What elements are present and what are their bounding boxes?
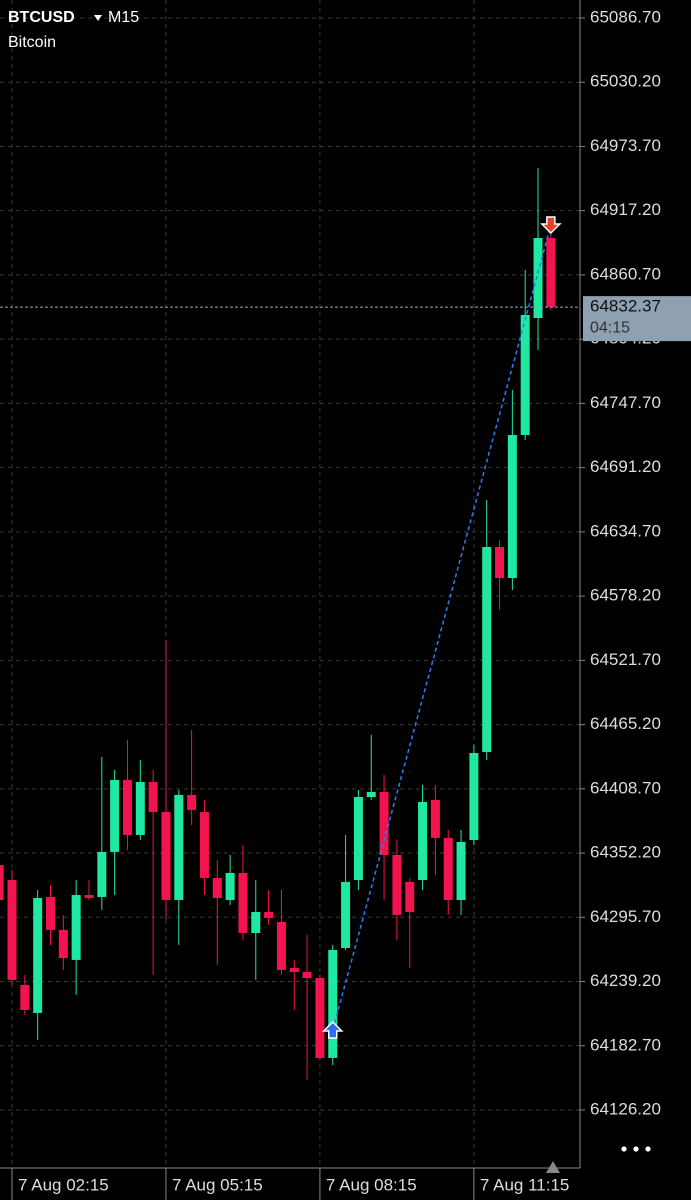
x-tick-label: 7 Aug 02:15 (18, 1175, 109, 1194)
candle-body (456, 841, 466, 901)
candle-body (264, 911, 274, 918)
y-tick-label: 64860.70 (590, 264, 661, 283)
candle-body (315, 978, 325, 1058)
candle-body (33, 897, 43, 1013)
candle-body (341, 881, 351, 948)
y-tick-label: 64126.20 (590, 1099, 661, 1118)
candle-body (418, 802, 428, 881)
candle-body (84, 895, 94, 898)
x-tick-label: 7 Aug 11:15 (480, 1175, 570, 1194)
y-tick-label: 64747.70 (590, 393, 661, 412)
candle-body (366, 792, 376, 798)
candle-body (482, 546, 492, 752)
candle-body (405, 881, 415, 912)
candle-body (174, 794, 184, 901)
y-tick-label: 64239.20 (590, 971, 661, 990)
candle-body (495, 546, 505, 579)
candle-body (225, 872, 235, 901)
candle-body (533, 237, 543, 319)
y-tick-label: 65030.20 (590, 72, 661, 91)
candle-body (289, 967, 299, 972)
candle-body (58, 929, 68, 959)
scroll-marker[interactable] (546, 1161, 560, 1173)
y-tick-label: 64295.70 (590, 907, 661, 926)
candle-body (97, 851, 107, 897)
candle-body (392, 854, 402, 915)
y-tick-label: 65086.70 (590, 7, 661, 26)
y-tick-label: 64634.70 (590, 521, 661, 540)
menu-dot (645, 1146, 651, 1152)
candle-body (0, 864, 4, 901)
countdown-label: 04:15 (590, 319, 630, 336)
x-tick-label: 7 Aug 08:15 (326, 1175, 417, 1194)
candle-body (199, 812, 209, 878)
candles (0, 168, 562, 1080)
y-tick-label: 64973.70 (590, 136, 661, 155)
y-tick-label: 64408.70 (590, 778, 661, 797)
candle-body (302, 971, 312, 979)
candle-body (187, 794, 197, 810)
candle-body (430, 799, 440, 838)
symbol-dropdown-icon[interactable] (94, 15, 102, 21)
candle-body (443, 837, 453, 901)
y-tick-label: 64465.20 (590, 714, 661, 733)
y-tick-label: 64691.20 (590, 457, 661, 476)
candle-body (45, 896, 55, 930)
y-tick-label: 64352.20 (590, 843, 661, 862)
candle-body (135, 782, 145, 835)
menu-dot (633, 1146, 639, 1152)
candle-body (328, 949, 338, 1058)
candle-body (251, 911, 261, 933)
candle-body (20, 984, 30, 1010)
y-tick-label: 64917.20 (590, 200, 661, 219)
y-tick-label: 64182.70 (590, 1035, 661, 1054)
candle-body (161, 812, 171, 901)
last-price-box (583, 296, 691, 342)
y-tick-label: 64578.20 (590, 586, 661, 605)
candle-body (122, 779, 132, 835)
candle-body (520, 314, 530, 436)
last-price-label: 64832.37 (590, 297, 661, 316)
timeframe[interactable]: M15 (108, 9, 139, 26)
candle-body (469, 753, 479, 840)
symbol: BTCUSD (8, 9, 75, 26)
candle-body (353, 797, 363, 881)
candle-body (7, 880, 17, 980)
trade-line (332, 224, 552, 1031)
x-tick-label: 7 Aug 05:15 (172, 1175, 263, 1194)
more-menu[interactable] (621, 1146, 651, 1152)
sell-arrow (540, 216, 562, 235)
candle-body (71, 895, 81, 960)
y-tick-label: 64521.70 (590, 650, 661, 669)
candle-body (379, 792, 389, 855)
grid (0, 0, 580, 1168)
candle-body (507, 435, 517, 579)
description: Bitcoin (8, 34, 56, 51)
candle-body (212, 877, 222, 898)
menu-dot (621, 1146, 627, 1152)
buy-arrow (321, 1020, 344, 1039)
candle-body (110, 779, 120, 852)
candle-body (238, 872, 248, 933)
price-axis: 65086.70 65030.20 64973.70 64917.20 64860.70… (580, 7, 661, 1118)
candle-body (276, 921, 286, 970)
candle-body (148, 782, 158, 813)
candle-body (546, 237, 556, 308)
